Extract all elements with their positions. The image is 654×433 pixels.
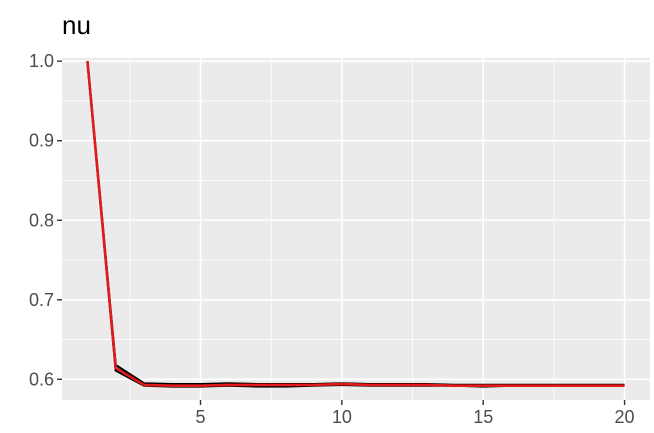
y-tick-label: 1.0	[29, 51, 54, 71]
y-tick-label: 0.7	[29, 290, 54, 310]
chart-title: nu	[62, 10, 91, 40]
series-line-3	[86, 61, 625, 387]
y-tick-label: 0.9	[29, 131, 54, 151]
plot-panel	[62, 58, 650, 400]
major-gridlines	[62, 58, 650, 400]
y-tick-label: 0.6	[29, 369, 54, 389]
y-tick-label: 0.8	[29, 210, 54, 230]
series-layer	[86, 61, 625, 388]
y-axis: 0.6 0.7 0.8 0.9 1.0	[29, 51, 62, 389]
x-axis: 5 10 15 20	[196, 400, 635, 427]
minor-gridlines	[62, 58, 650, 400]
x-tick-label: 10	[332, 407, 352, 427]
x-tick-label: 15	[473, 407, 493, 427]
x-tick-label: 5	[196, 407, 206, 427]
x-tick-label: 20	[615, 407, 635, 427]
